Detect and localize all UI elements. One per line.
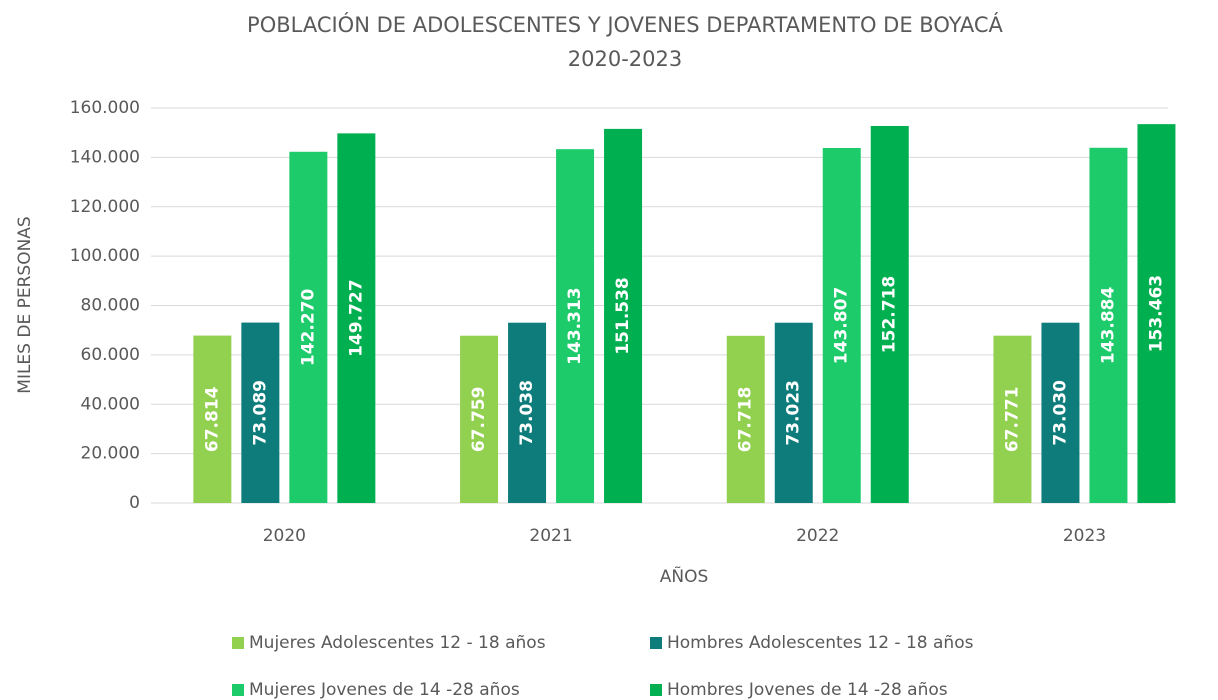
data-label: 67.718 [736,387,756,453]
legend-label: Hombres Adolescentes 12 - 18 años [667,633,974,653]
y-tick-label: 60.000 [81,345,140,365]
x-tick-label: 2022 [796,526,839,546]
legend-swatch [650,637,662,649]
legend-swatch [232,637,244,649]
y-tick-label: 120.000 [70,197,140,217]
y-tick-label: 40.000 [81,394,140,414]
y-tick-label: 80.000 [81,296,140,316]
x-tick-label: 2023 [1063,526,1106,546]
bar [556,149,595,503]
data-label: 152.718 [880,276,900,353]
bar [604,128,643,503]
y-tick-label: 20.000 [81,444,140,464]
data-label: 149.727 [346,279,366,356]
data-label: 153.463 [1146,275,1166,352]
chart-title: POBLACIÓN DE ADOLESCENTES Y JOVENES DEPA… [247,12,1004,37]
y-tick-label: 140.000 [70,147,140,167]
chart-title: 2020-2023 [568,47,682,71]
bar [193,335,232,503]
data-label: 73.038 [517,380,537,446]
bar [241,322,280,503]
x-tick-label: 2021 [529,526,572,546]
x-axis-title: AÑOS [660,565,709,587]
legend-label: Mujeres Adolescentes 12 - 18 años [249,633,546,653]
data-label: 73.030 [1050,380,1070,446]
bar [460,335,499,503]
bar [774,322,813,503]
legend-swatch [232,684,244,696]
legend-label: Mujeres Jovenes de 14 -28 años [249,680,520,700]
legend-swatch [650,684,662,696]
y-tick-label: 160.000 [70,98,140,118]
data-label: 151.538 [613,277,633,354]
data-label: 67.771 [1002,387,1022,453]
data-label: 143.884 [1098,287,1118,365]
data-label: 67.814 [202,386,222,452]
bar [726,335,765,503]
bar [1089,147,1128,503]
data-label: 143.313 [565,287,585,364]
data-label: 143.807 [832,287,852,364]
x-tick-label: 2020 [263,526,306,546]
bar [508,322,547,503]
data-label: 142.270 [298,289,318,367]
y-tick-label: 100.000 [70,246,140,266]
y-tick-label: 0 [129,493,140,513]
bar [870,125,909,503]
bar [822,147,861,503]
bar [337,133,376,504]
data-label: 73.089 [250,380,270,446]
data-label: 67.759 [469,387,489,453]
bar [1137,124,1176,504]
y-axis-title: MILES DE PERSONAS [15,216,35,393]
data-label: 73.023 [784,380,804,446]
legend-label: Hombres Jovenes de 14 -28 años [667,680,948,700]
bar [993,335,1032,503]
bar [1041,322,1080,503]
bar [289,151,328,503]
